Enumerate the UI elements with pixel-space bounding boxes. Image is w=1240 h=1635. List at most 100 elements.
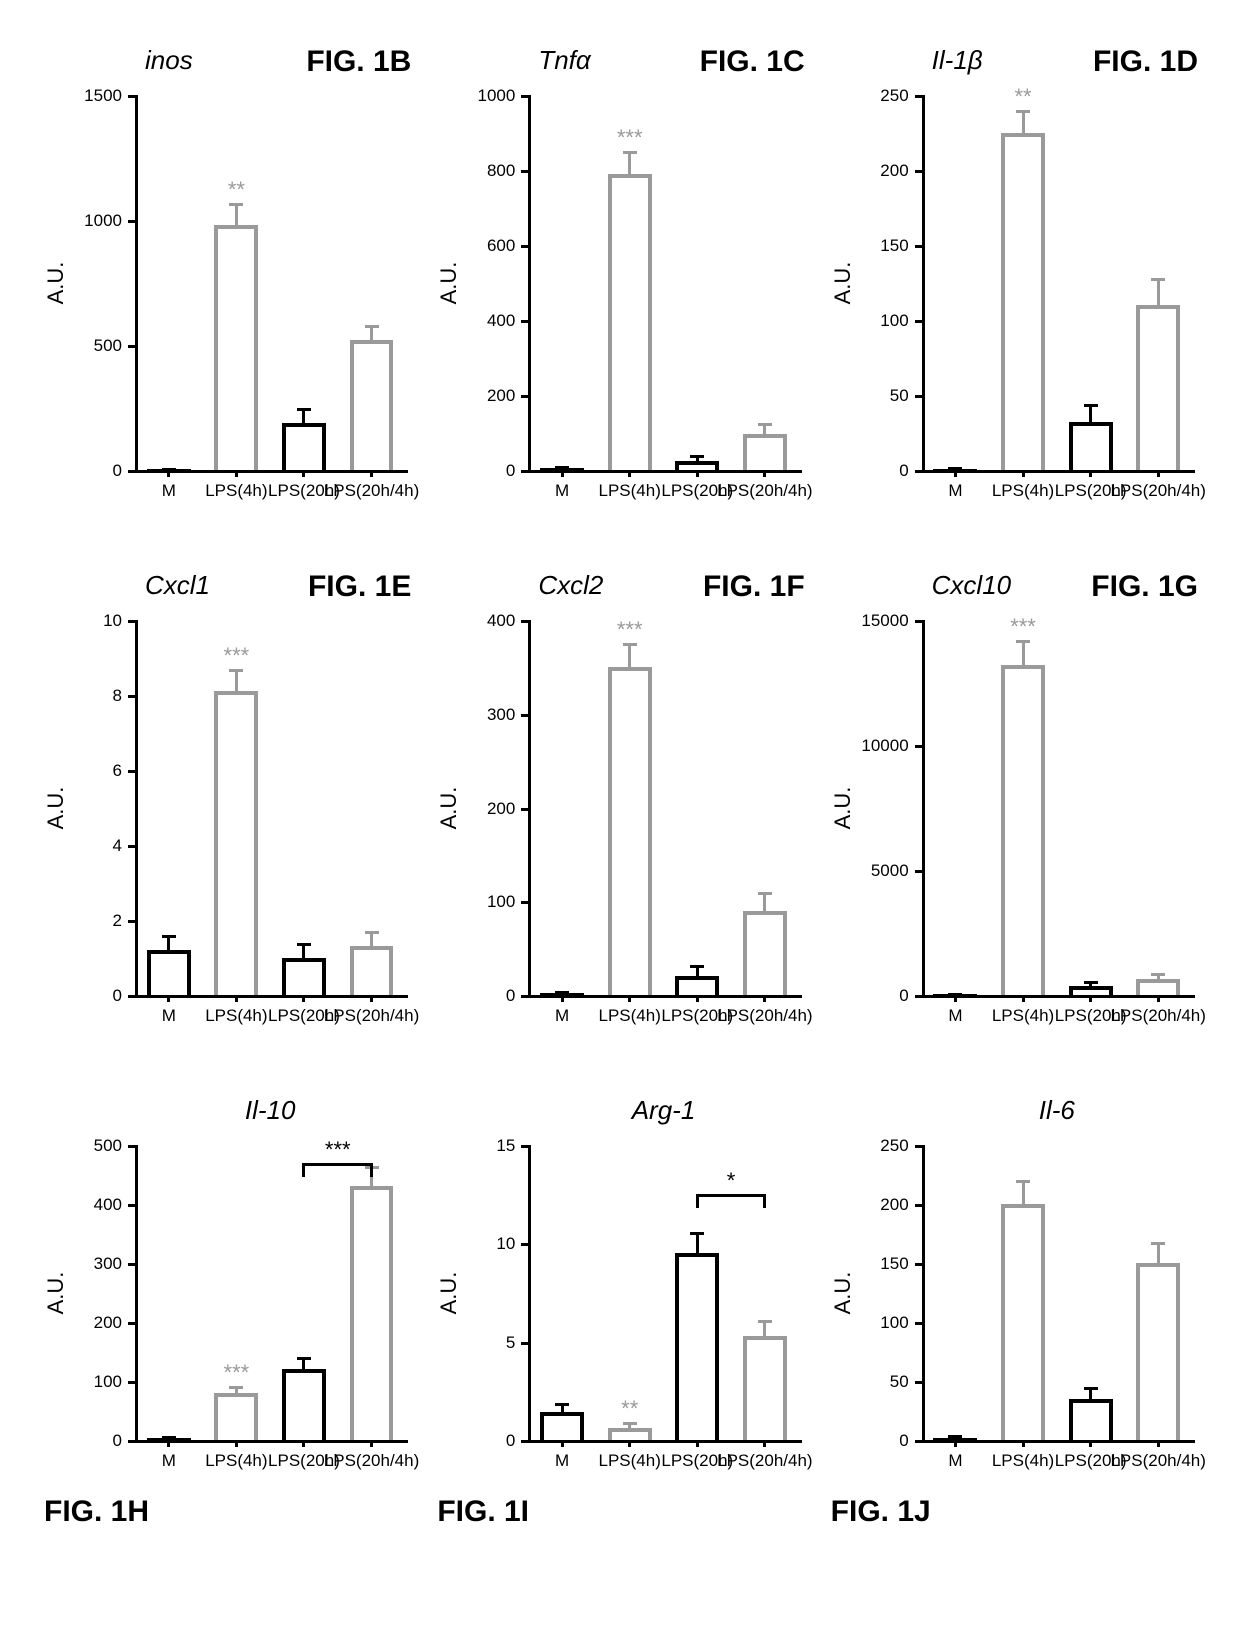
y-tick-label: 200	[40, 1313, 122, 1333]
x-tick-label: LPS(4h)	[599, 481, 661, 501]
y-tick-label: 4	[40, 836, 122, 856]
bar	[1001, 665, 1045, 995]
y-tick-label: 100	[433, 892, 515, 912]
x-tick	[1089, 1440, 1092, 1447]
error-cap	[948, 993, 962, 996]
bracket-label: ***	[325, 1137, 351, 1163]
error-cap	[623, 1422, 637, 1425]
x-tick-label: M	[948, 481, 962, 501]
y-tick-label: 100	[827, 311, 909, 331]
y-tick	[915, 1145, 922, 1148]
x-tick	[1022, 470, 1025, 477]
error-cap	[623, 151, 637, 154]
x-tick-label: M	[162, 1451, 176, 1471]
x-tick-label: M	[162, 481, 176, 501]
bar	[1136, 1263, 1180, 1440]
error-cap	[1151, 278, 1165, 281]
bar	[350, 1186, 394, 1440]
y-tick	[915, 95, 922, 98]
x-tick	[696, 470, 699, 477]
y-axis-line	[135, 95, 138, 473]
x-tick	[167, 995, 170, 1002]
x-tick	[628, 470, 631, 477]
bracket-bar	[696, 1194, 767, 1197]
error-cap	[1151, 1242, 1165, 1245]
y-tick-label: 400	[433, 311, 515, 331]
significance-star: ***	[617, 617, 643, 643]
y-tick-label: 8	[40, 686, 122, 706]
y-tick	[521, 320, 528, 323]
y-tick-label: 2	[40, 911, 122, 931]
bar	[608, 1428, 652, 1440]
x-tick-label: LPS(4h)	[992, 481, 1054, 501]
error-stem	[1157, 1242, 1160, 1263]
x-tick-label: LPS(20h/4h)	[717, 481, 812, 501]
x-tick-label: LPS(4h)	[992, 1006, 1054, 1026]
error-cap	[365, 931, 379, 934]
y-tick	[915, 1322, 922, 1325]
x-tick	[1022, 1440, 1025, 1447]
bar	[350, 946, 394, 995]
y-tick	[128, 1322, 135, 1325]
y-tick	[521, 620, 528, 623]
y-tick-label: 1500	[40, 86, 122, 106]
bracket-label: *	[727, 1168, 736, 1194]
x-tick-label: M	[555, 481, 569, 501]
error-cap	[1151, 973, 1165, 976]
bar	[675, 976, 719, 995]
y-tick	[915, 170, 922, 173]
y-tick	[521, 470, 528, 473]
y-axis-line	[922, 620, 925, 998]
y-tick-label: 200	[827, 1195, 909, 1215]
y-tick	[915, 1204, 922, 1207]
y-tick	[915, 1381, 922, 1384]
error-stem	[696, 1232, 699, 1254]
bar	[743, 1336, 787, 1440]
gene-title: Tnfα	[538, 45, 590, 76]
y-axis-line	[528, 620, 531, 998]
bar	[282, 958, 326, 996]
y-tick	[128, 345, 135, 348]
y-tick	[915, 745, 922, 748]
y-tick-label: 250	[827, 86, 909, 106]
x-tick-label: LPS(20h/4h)	[1110, 1451, 1205, 1471]
y-tick-label: 250	[827, 1136, 909, 1156]
y-tick	[128, 995, 135, 998]
y-tick-label: 400	[433, 611, 515, 631]
fig-label: FIG. 1F	[703, 570, 805, 604]
error-cap	[229, 669, 243, 672]
y-tick	[128, 695, 135, 698]
panel-B: FIG. 1Binos050010001500A.U.MLPS(4h)**LPS…	[40, 40, 413, 545]
fig-label: FIG. 1B	[306, 45, 411, 79]
y-tick	[521, 995, 528, 998]
y-tick-label: 10000	[827, 736, 909, 756]
x-tick-label: LPS(4h)	[205, 1451, 267, 1471]
y-tick	[915, 245, 922, 248]
y-axis-label: A.U.	[436, 261, 462, 304]
x-tick-label: M	[948, 1451, 962, 1471]
x-tick	[302, 995, 305, 1002]
error-cap	[758, 423, 772, 426]
panel-C: FIG. 1CTnfα02004006008001000A.U.MLPS(4h)…	[433, 40, 806, 545]
bar	[675, 461, 719, 470]
y-tick-label: 15	[433, 1136, 515, 1156]
y-tick-label: 0	[433, 986, 515, 1006]
y-tick-label: 0	[827, 1431, 909, 1451]
y-axis-label: A.U.	[436, 1271, 462, 1314]
x-tick-label: M	[555, 1451, 569, 1471]
error-cap	[758, 1320, 772, 1323]
x-tick-label: LPS(20h/4h)	[717, 1006, 812, 1026]
bar	[350, 340, 394, 470]
x-tick-label: LPS(20h/4h)	[1110, 1006, 1205, 1026]
x-tick	[628, 995, 631, 1002]
error-cap	[1084, 1387, 1098, 1390]
y-tick	[521, 808, 528, 811]
y-tick-label: 0	[433, 1431, 515, 1451]
y-tick	[521, 170, 528, 173]
bar	[147, 950, 191, 995]
bracket-bar	[302, 1163, 373, 1166]
x-tick	[370, 470, 373, 477]
y-tick	[521, 245, 528, 248]
y-tick-label: 0	[827, 461, 909, 481]
error-cap	[555, 466, 569, 469]
